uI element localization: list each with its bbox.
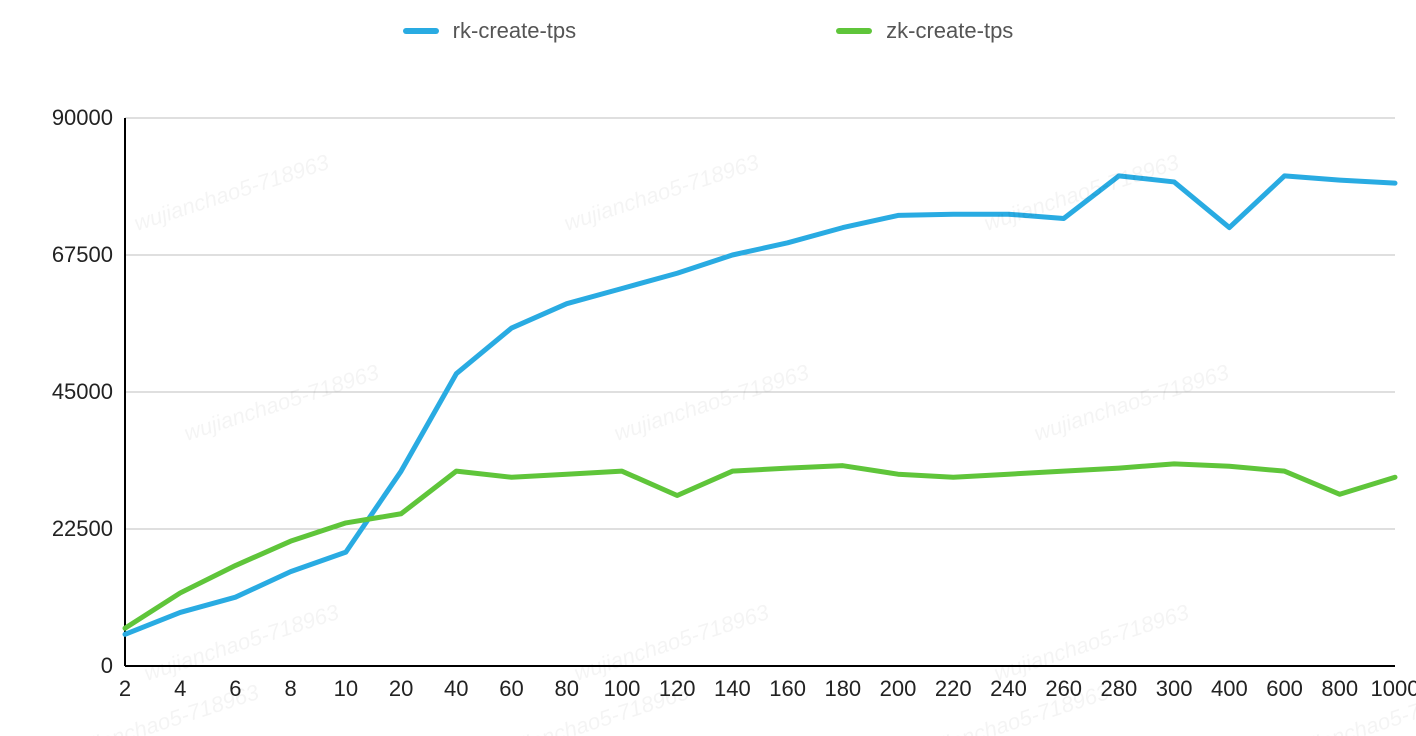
x-tick-label: 800 [1321, 676, 1358, 702]
x-tick-label: 400 [1211, 676, 1248, 702]
x-tick-label: 6 [229, 676, 241, 702]
line-chart: rk-create-tps zk-create-tps 022500450006… [0, 0, 1416, 736]
x-tick-label: 260 [1045, 676, 1082, 702]
x-tick-label: 8 [285, 676, 297, 702]
x-tick-label: 60 [499, 676, 523, 702]
x-tick-label: 20 [389, 676, 413, 702]
x-tick-label: 160 [769, 676, 806, 702]
x-tick-label: 40 [444, 676, 468, 702]
y-tick-label: 22500 [52, 516, 113, 542]
x-tick-label: 220 [935, 676, 972, 702]
x-tick-label: 80 [554, 676, 578, 702]
y-tick-label: 67500 [52, 242, 113, 268]
x-tick-label: 240 [990, 676, 1027, 702]
y-tick-label: 90000 [52, 105, 113, 131]
x-tick-label: 10 [334, 676, 358, 702]
x-tick-label: 4 [174, 676, 186, 702]
x-tick-label: 200 [880, 676, 917, 702]
x-tick-label: 140 [714, 676, 751, 702]
y-tick-label: 45000 [52, 379, 113, 405]
y-tick-label: 0 [101, 653, 113, 679]
x-tick-label: 300 [1156, 676, 1193, 702]
x-tick-label: 100 [604, 676, 641, 702]
x-tick-label: 120 [659, 676, 696, 702]
x-tick-label: 280 [1101, 676, 1138, 702]
plot-area [0, 0, 1416, 736]
x-tick-label: 600 [1266, 676, 1303, 702]
x-tick-label: 1000 [1371, 676, 1416, 702]
x-tick-label: 180 [824, 676, 861, 702]
x-tick-label: 2 [119, 676, 131, 702]
